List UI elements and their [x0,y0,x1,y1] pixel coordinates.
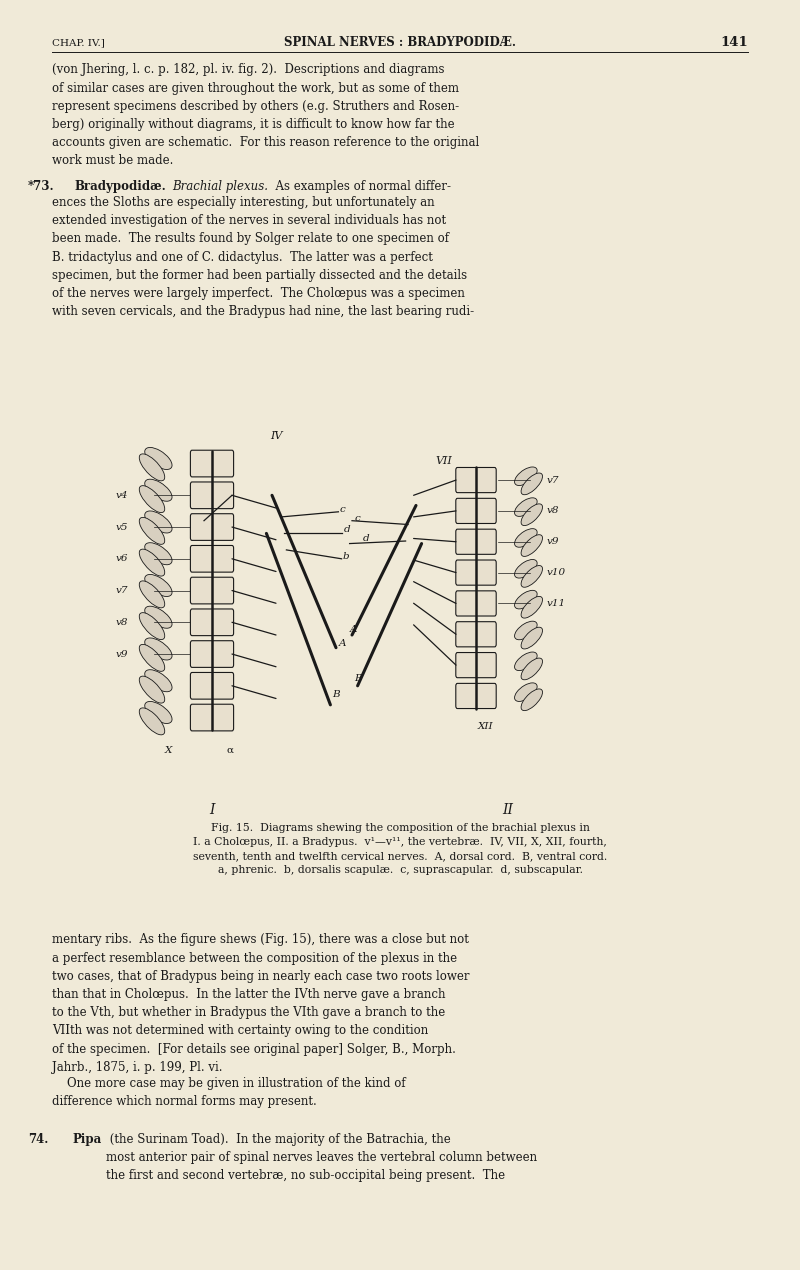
Ellipse shape [145,606,172,629]
Text: IV: IV [270,431,282,441]
Text: (the Surinam Toad).  In the majority of the Batrachia, the
most anterior pair of: (the Surinam Toad). In the majority of t… [106,1133,537,1182]
FancyBboxPatch shape [190,704,234,732]
FancyBboxPatch shape [456,591,496,616]
Text: II: II [502,803,514,817]
Text: v8: v8 [116,617,129,627]
Text: v9: v9 [546,537,559,546]
Text: v4: v4 [116,490,129,500]
Text: c: c [340,504,346,514]
Text: Brachial plexus.: Brachial plexus. [172,180,268,193]
Text: v9: v9 [116,649,129,659]
Ellipse shape [521,504,542,526]
Ellipse shape [514,498,537,517]
Ellipse shape [521,627,542,649]
Text: 141: 141 [720,36,748,48]
FancyBboxPatch shape [190,608,234,635]
Ellipse shape [139,676,165,704]
Text: 74.: 74. [28,1133,48,1146]
Text: mentary ribs.  As the figure shews (Fig. 15), there was a close but not
a perfec: mentary ribs. As the figure shews (Fig. … [52,933,470,1074]
Ellipse shape [139,580,165,608]
Ellipse shape [145,669,172,692]
FancyBboxPatch shape [190,513,234,541]
Ellipse shape [521,688,542,711]
Ellipse shape [521,597,542,618]
Ellipse shape [145,701,172,724]
Text: *73.: *73. [28,180,54,193]
Ellipse shape [521,535,542,556]
Text: B: B [354,673,362,683]
Ellipse shape [139,549,165,577]
FancyBboxPatch shape [190,450,234,476]
Text: CHAP. IV.]: CHAP. IV.] [52,38,105,48]
Ellipse shape [139,612,165,640]
Ellipse shape [514,560,537,578]
Text: Fig. 15.  Diagrams shewing the composition of the brachial plexus in
I. a Cholœp: Fig. 15. Diagrams shewing the compositio… [193,823,607,875]
Ellipse shape [514,652,537,671]
Text: Bradypodidæ.: Bradypodidæ. [74,180,166,193]
Ellipse shape [521,565,542,587]
Text: X: X [164,745,172,756]
Text: c: c [354,513,360,523]
Ellipse shape [145,638,172,660]
Ellipse shape [514,591,537,608]
Text: As examples of normal differ-: As examples of normal differ- [268,180,451,193]
Text: v5: v5 [116,522,129,532]
Text: A: A [350,625,357,635]
FancyBboxPatch shape [190,545,234,572]
Ellipse shape [139,453,165,481]
Ellipse shape [521,472,542,495]
Text: A: A [338,639,346,649]
Text: B: B [332,690,340,700]
Ellipse shape [145,542,172,565]
Ellipse shape [514,683,537,701]
Text: Pipa: Pipa [72,1133,102,1146]
Text: v7: v7 [116,585,129,596]
FancyBboxPatch shape [456,498,496,523]
Text: One more case may be given in illustration of the kind of
difference which norma: One more case may be given in illustrati… [52,1077,406,1109]
Ellipse shape [514,467,537,485]
FancyBboxPatch shape [456,530,496,554]
Ellipse shape [514,528,537,547]
Text: d: d [344,525,350,535]
Ellipse shape [139,707,165,735]
FancyBboxPatch shape [190,481,234,508]
FancyBboxPatch shape [456,622,496,646]
Ellipse shape [139,485,165,513]
Ellipse shape [145,511,172,533]
Ellipse shape [145,574,172,597]
FancyBboxPatch shape [456,467,496,493]
Text: VII: VII [436,456,452,466]
Ellipse shape [521,658,542,679]
FancyBboxPatch shape [456,653,496,678]
Ellipse shape [139,644,165,672]
Text: (von Jhering, l. c. p. 182, pl. iv. fig. 2).  Descriptions and diagrams
of simil: (von Jhering, l. c. p. 182, pl. iv. fig.… [52,64,479,168]
Ellipse shape [514,621,537,640]
FancyBboxPatch shape [190,641,234,668]
FancyBboxPatch shape [190,673,234,700]
Text: d: d [362,533,369,544]
Text: ences the Sloths are especially interesting, but unfortunately an
extended inves: ences the Sloths are especially interest… [52,196,474,319]
Ellipse shape [145,447,172,470]
FancyBboxPatch shape [190,577,234,603]
Text: b: b [342,551,349,561]
Text: I: I [210,803,214,817]
Text: α: α [226,745,233,756]
Text: v8: v8 [546,507,559,516]
FancyBboxPatch shape [456,560,496,585]
Ellipse shape [139,517,165,545]
Text: v7: v7 [546,475,559,485]
Text: XII: XII [478,721,494,732]
FancyBboxPatch shape [456,683,496,709]
Text: v10: v10 [546,568,566,577]
Ellipse shape [145,479,172,502]
Text: v11: v11 [546,599,566,608]
Text: SPINAL NERVES : BRADYPODIDÆ.: SPINAL NERVES : BRADYPODIDÆ. [284,36,516,48]
Text: v6: v6 [116,554,129,564]
